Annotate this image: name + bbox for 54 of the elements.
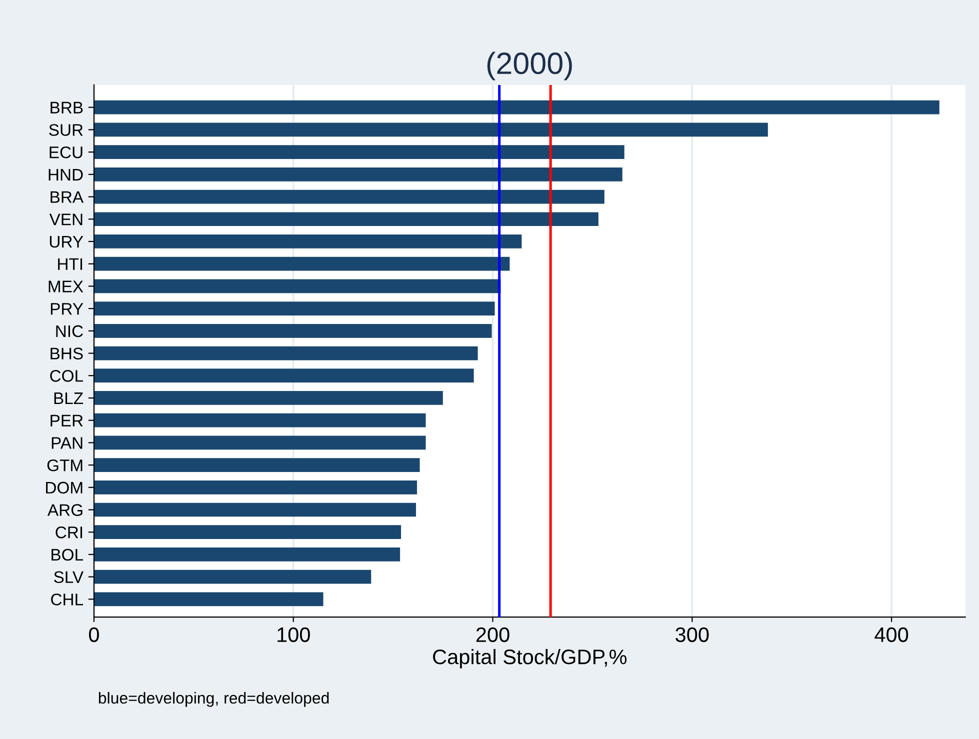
x-tick-label: 100	[278, 627, 310, 642]
bar	[94, 346, 478, 360]
y-tick-label: MEX	[48, 280, 84, 292]
y-tick-label: BOL	[52, 548, 84, 561]
bar	[94, 234, 522, 248]
y-tick-label: URY	[50, 236, 84, 248]
y-tick-label: DOM	[46, 482, 82, 494]
bar	[94, 324, 492, 338]
bar	[94, 391, 443, 405]
chart-title: (2000)	[487, 52, 572, 80]
text: blue=developing, red=developed	[98, 692, 329, 707]
y-tick-label: PAN	[52, 437, 82, 449]
bar	[94, 145, 624, 159]
y-tick-label: CHL	[51, 594, 84, 606]
bar	[94, 212, 598, 226]
bar	[94, 279, 501, 294]
bar	[94, 480, 417, 494]
y-tick-label: CRI	[56, 526, 82, 538]
y-tick-label: PRY	[50, 303, 84, 315]
x-tick-label: 200	[476, 627, 510, 642]
y-tick-label: BLZ	[54, 392, 84, 404]
x-tick-label: 0	[89, 627, 99, 642]
y-tick-label: ARG	[47, 504, 82, 516]
y-tick-label: HND	[48, 168, 83, 180]
y-tick-label: VEN	[49, 214, 82, 226]
bar	[94, 100, 940, 114]
y-tick-label: ECU	[50, 146, 82, 158]
y-tick-label: HTI	[58, 258, 82, 270]
x-tick-label: 400	[874, 627, 908, 642]
y-tick-label: GTM	[47, 459, 82, 472]
bar	[94, 548, 400, 562]
y-tick-label: COL	[50, 370, 84, 382]
x-tick-label: 300	[676, 627, 709, 642]
bar	[94, 122, 768, 137]
y-tick-label: NIC	[56, 325, 83, 338]
y-tick-label: PER	[50, 414, 83, 426]
bar	[94, 167, 622, 182]
bar	[94, 368, 474, 383]
y-tick-label: SUR	[49, 124, 83, 136]
bar	[94, 302, 495, 316]
bar	[94, 525, 402, 540]
bar	[94, 190, 604, 204]
bar	[94, 413, 426, 428]
y-tick-label: BRB	[50, 102, 83, 114]
bar	[94, 458, 420, 472]
bar	[94, 502, 416, 517]
bar	[94, 592, 324, 606]
bar	[94, 570, 372, 584]
bar	[94, 436, 426, 450]
y-tick-label: SLV	[54, 571, 84, 584]
bar	[94, 256, 510, 271]
y-tick-label: BRA	[50, 191, 84, 203]
y-tick-label: BHS	[50, 348, 83, 360]
x-axis-title: Capital Stock/GDP,%	[433, 648, 627, 668]
